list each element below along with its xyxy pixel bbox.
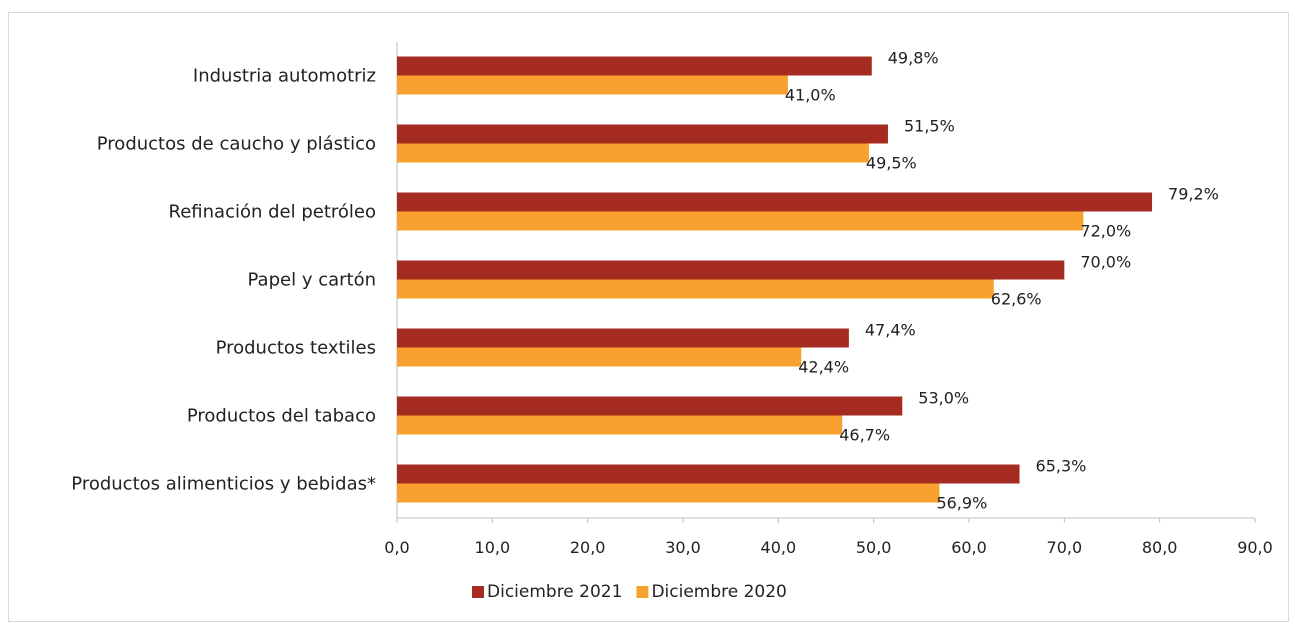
bar-diciembre-2020 [397,415,843,435]
bar-diciembre-2020 [397,143,869,163]
data-label: 49,8% [888,49,939,68]
x-tick-label: 30,0 [665,538,701,557]
category-label: Industria automotriz [193,66,376,87]
bar-diciembre-2020 [397,75,788,95]
data-label: 70,0% [1080,253,1131,272]
category-label: Productos textiles [216,338,376,359]
x-tick-label: 20,0 [570,538,606,557]
legend-entry: Diciembre 2020 [651,582,786,602]
category-label: Papel y cartón [248,270,376,291]
bar-diciembre-2020 [397,347,802,367]
data-label: 72,0% [1080,222,1131,241]
data-label: 41,0% [785,86,836,105]
category-label: Productos del tabaco [187,406,376,427]
data-label: 51,5% [904,117,955,136]
bar-diciembre-2020 [397,279,994,299]
data-label: 47,4% [865,321,916,340]
data-label: 49,5% [866,154,917,173]
bar-diciembre-2021 [397,260,1065,280]
x-tick-label: 0,0 [384,538,409,557]
category-label: Productos de caucho y plástico [97,134,376,155]
data-label: 53,0% [918,389,969,408]
bar-diciembre-2021 [397,192,1153,212]
data-label: 62,6% [991,290,1042,309]
data-label: 42,4% [798,358,849,377]
category-label: Productos alimenticios y bebidas* [71,474,376,495]
x-tick-label: 70,0 [1047,538,1083,557]
bar-diciembre-2021 [397,328,849,348]
x-tick-label: 80,0 [1142,538,1178,557]
bar-diciembre-2021 [397,56,872,76]
x-tick-label: 10,0 [475,538,511,557]
data-label: 46,7% [839,426,890,445]
bar-diciembre-2020 [397,211,1084,231]
x-tick-label: 40,0 [761,538,797,557]
bar-diciembre-2020 [397,483,940,503]
legend-swatch [636,586,649,598]
x-tick-label: 90,0 [1237,538,1273,557]
bar-diciembre-2021 [397,464,1020,484]
bar-diciembre-2021 [397,396,903,416]
x-tick-label: 60,0 [951,538,987,557]
data-label: 79,2% [1168,185,1219,204]
data-label: 56,9% [936,494,987,513]
bar-diciembre-2021 [397,124,888,144]
legend-swatch [472,586,484,598]
x-tick-label: 50,0 [856,538,892,557]
legend-entry: Diciembre 2021 [487,582,622,602]
chart-frame [8,12,1289,622]
category-label: Refinación del petróleo [169,202,376,223]
data-label: 65,3% [1036,457,1087,476]
